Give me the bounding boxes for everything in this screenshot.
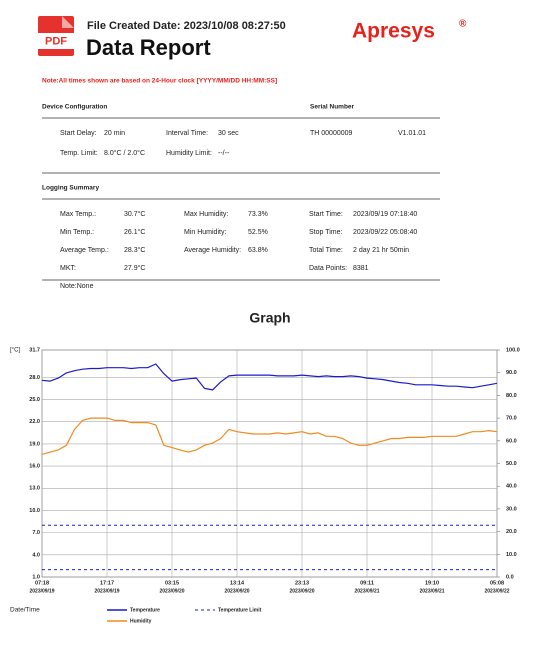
legend-label: Temperature Limit — [218, 607, 262, 613]
summary-value: 2023/09/19 07:18:40 — [353, 211, 417, 218]
summary-label: Total Time: — [309, 247, 343, 254]
section-heading: Logging Summary — [42, 185, 99, 192]
x-tick-label: 03:15 — [165, 580, 179, 586]
x-tick-date: 2023/09/19 — [29, 588, 54, 594]
config-value: --/-- — [218, 150, 230, 157]
x-tick-date: 2023/09/19 — [94, 588, 119, 594]
config-value: 30 sec — [218, 130, 239, 137]
summary-label: Max Temp.: — [60, 211, 96, 218]
config-value: 20 min — [104, 130, 125, 137]
summary-value: 30.7°C — [124, 210, 145, 218]
summary-value: 52.5% — [248, 229, 268, 236]
summary-note: Note:None — [60, 283, 94, 290]
series-line — [41, 363, 498, 391]
x-tick-date: 2023/09/21 — [354, 588, 379, 594]
x-tick-label: 13:14 — [230, 580, 245, 586]
summary-label: MKT: — [60, 265, 76, 272]
x-tick-date: 2023/09/22 — [484, 588, 509, 594]
brand-mark: ® — [459, 19, 467, 30]
summary-label: Min Humidity: — [184, 229, 226, 236]
summary-label: Data Points: — [309, 265, 347, 272]
pdf-icon-label: PDF — [45, 35, 67, 47]
x-axis-label: Date/Time — [10, 607, 40, 614]
pdf-icon-fold — [62, 16, 74, 28]
legend-label: Humidity — [130, 618, 152, 624]
summary-value: 27.9°C — [124, 264, 145, 272]
y2-tick-label: 20.0 — [506, 529, 517, 535]
y-tick-label: 25.0 — [29, 397, 40, 403]
y-tick-label: 22.0 — [29, 419, 40, 425]
pdf-icon-band — [38, 33, 74, 49]
x-tick-date: 2023/09/20 — [224, 588, 249, 594]
summary-label: Start Time: — [309, 211, 343, 218]
series-line — [41, 417, 498, 455]
y-tick-label: 4.0 — [32, 552, 40, 558]
plot-frame — [41, 349, 498, 578]
y-tick-label: 1.0 — [32, 574, 40, 580]
summary-value: 73.3% — [248, 211, 268, 218]
serial-id: TH 00000009 — [310, 130, 353, 137]
x-tick-label: 05:08 — [490, 580, 504, 586]
legend-label: Temperature — [130, 607, 160, 613]
y-tick-label: 13.0 — [29, 486, 40, 492]
y-tick-label: 10.0 — [29, 508, 40, 514]
x-tick-label: 19:10 — [425, 580, 439, 586]
y-tick-label: 19.0 — [29, 441, 40, 447]
summary-value: 2023/09/22 05:08:40 — [353, 229, 417, 236]
y2-tick-label: 30.0 — [506, 506, 517, 512]
summary-value: 28.3°C — [124, 246, 145, 254]
report-title: Data Report — [86, 35, 211, 60]
y2-tick-label: 60.0 — [506, 438, 517, 444]
chart-title: Graph — [249, 310, 290, 326]
y-tick-label: 7.0 — [32, 530, 40, 536]
file-created-date: File Created Date: 2023/10/08 08:27:50 — [87, 20, 286, 32]
config-label: Temp. Limit: — [60, 150, 98, 157]
x-tick-label: 17:17 — [100, 580, 114, 586]
clock-note: Note:All times shown are based on 24-Hou… — [42, 78, 277, 85]
summary-value: 63.8% — [248, 247, 268, 254]
summary-label: Min Temp.: — [60, 229, 94, 236]
config-label: Humidity Limit: — [166, 150, 212, 157]
summary-value: 8381 — [353, 265, 369, 272]
brand: Apresys — [352, 20, 435, 43]
y2-tick-label: 90.0 — [506, 370, 517, 376]
config-value: 8.0°C / 2.0°C — [104, 149, 145, 157]
y2-tick-label: 70.0 — [506, 416, 517, 422]
x-tick-date: 2023/09/20 — [159, 588, 184, 594]
y-axis-label: [°C] — [10, 348, 20, 354]
config-label: Start Delay: — [60, 130, 97, 137]
firmware-version: V1.01.01 — [398, 130, 426, 137]
y2-tick-label: 10.0 — [506, 552, 517, 558]
x-tick-label: 07:18 — [35, 580, 49, 586]
x-tick-date: 2023/09/20 — [289, 588, 314, 594]
y2-tick-label: 100.0 — [506, 347, 520, 353]
section-heading: Device Configuration — [42, 104, 107, 111]
x-tick-date: 2023/09/21 — [419, 588, 444, 594]
y-tick-label: 31.7 — [29, 347, 40, 353]
config-label: Interval Time: — [166, 130, 208, 137]
y-tick-label: 28.0 — [29, 375, 40, 381]
y2-tick-label: 0.0 — [506, 574, 514, 580]
summary-value: 2 day 21 hr 50min — [353, 247, 409, 254]
y2-tick-label: 50.0 — [506, 461, 517, 467]
summary-label: Average Humidity: — [184, 247, 241, 254]
summary-label: Average Temp.: — [60, 247, 109, 254]
x-tick-label: 09:11 — [360, 580, 374, 586]
y-tick-label: 16.0 — [29, 464, 40, 470]
summary-value: 26.1°C — [124, 228, 145, 236]
y2-tick-label: 40.0 — [506, 484, 517, 490]
section-heading: Serial Number — [310, 104, 355, 111]
y2-tick-label: 80.0 — [506, 393, 517, 399]
summary-label: Stop Time: — [309, 229, 343, 236]
summary-label: Max Humidity: — [184, 211, 228, 218]
x-tick-label: 23:13 — [295, 580, 309, 586]
